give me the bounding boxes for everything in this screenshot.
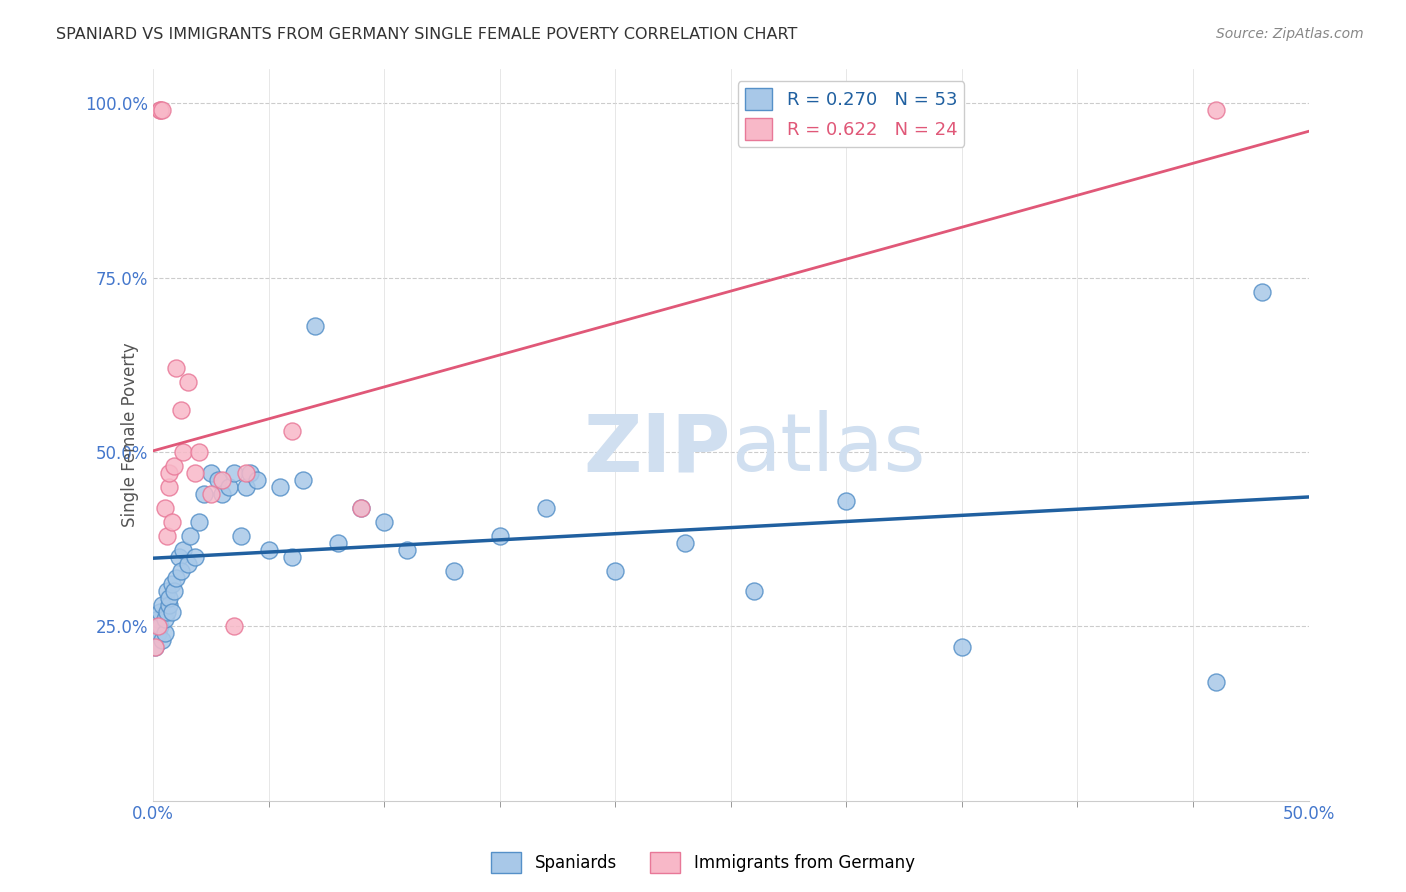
Point — [281, 424, 304, 438]
Point — [326, 535, 349, 549]
Point — [170, 564, 193, 578]
Point — [157, 599, 180, 613]
Point — [218, 480, 240, 494]
Point — [160, 515, 183, 529]
Point — [350, 500, 373, 515]
Point — [188, 445, 211, 459]
Point — [177, 376, 200, 390]
Point — [188, 515, 211, 529]
Point — [156, 529, 179, 543]
Text: Source: ZipAtlas.com: Source: ZipAtlas.com — [1216, 27, 1364, 41]
Point — [184, 549, 207, 564]
Point — [835, 493, 858, 508]
Point — [229, 529, 252, 543]
Point — [145, 640, 167, 655]
Point — [184, 466, 207, 480]
Text: SPANIARD VS IMMIGRANTS FROM GERMANY SINGLE FEMALE POVERTY CORRELATION CHART: SPANIARD VS IMMIGRANTS FROM GERMANY SING… — [56, 27, 797, 42]
Point — [149, 619, 172, 633]
Point — [207, 473, 229, 487]
Point — [443, 564, 465, 578]
Point — [211, 487, 233, 501]
Point — [200, 466, 222, 480]
Point — [605, 564, 627, 578]
Point — [1205, 675, 1227, 690]
Point — [157, 466, 180, 480]
Point — [179, 529, 201, 543]
Y-axis label: Single Female Poverty: Single Female Poverty — [121, 343, 139, 527]
Point — [673, 535, 696, 549]
Point — [165, 361, 187, 376]
Point — [257, 542, 280, 557]
Point — [177, 557, 200, 571]
Point — [167, 549, 190, 564]
Point — [235, 480, 257, 494]
Point — [152, 633, 174, 648]
Point — [157, 480, 180, 494]
Point — [146, 612, 169, 626]
Point — [292, 473, 315, 487]
Point — [160, 606, 183, 620]
Point — [211, 473, 233, 487]
Point — [163, 458, 186, 473]
Point — [153, 626, 176, 640]
Point — [200, 487, 222, 501]
Point — [396, 542, 419, 557]
Point — [160, 577, 183, 591]
Point — [156, 584, 179, 599]
Legend: R = 0.270   N = 53, R = 0.622   N = 24: R = 0.270 N = 53, R = 0.622 N = 24 — [738, 81, 965, 147]
Point — [146, 619, 169, 633]
Text: atlas: atlas — [731, 410, 925, 488]
Point — [156, 606, 179, 620]
Point — [149, 103, 172, 118]
Point — [157, 591, 180, 606]
Point — [742, 584, 765, 599]
Legend: Spaniards, Immigrants from Germany: Spaniards, Immigrants from Germany — [485, 846, 921, 880]
Point — [149, 606, 172, 620]
Point — [145, 640, 167, 655]
Point — [1205, 103, 1227, 118]
Point — [373, 515, 395, 529]
Point — [235, 466, 257, 480]
Point — [488, 529, 510, 543]
Point — [170, 403, 193, 417]
Point — [1251, 285, 1274, 299]
Point — [246, 473, 269, 487]
Point — [193, 487, 215, 501]
Point — [281, 549, 304, 564]
Point — [950, 640, 973, 655]
Point — [172, 542, 194, 557]
Point — [269, 480, 291, 494]
Text: ZIP: ZIP — [583, 410, 731, 488]
Point — [222, 466, 245, 480]
Point — [153, 500, 176, 515]
Point — [146, 626, 169, 640]
Point — [172, 445, 194, 459]
Point — [239, 466, 262, 480]
Point — [304, 319, 326, 334]
Point — [222, 619, 245, 633]
Point — [163, 584, 186, 599]
Point — [153, 612, 176, 626]
Point — [165, 570, 187, 584]
Point — [534, 500, 557, 515]
Point — [149, 103, 172, 118]
Point — [152, 103, 174, 118]
Point — [152, 599, 174, 613]
Point — [350, 500, 373, 515]
